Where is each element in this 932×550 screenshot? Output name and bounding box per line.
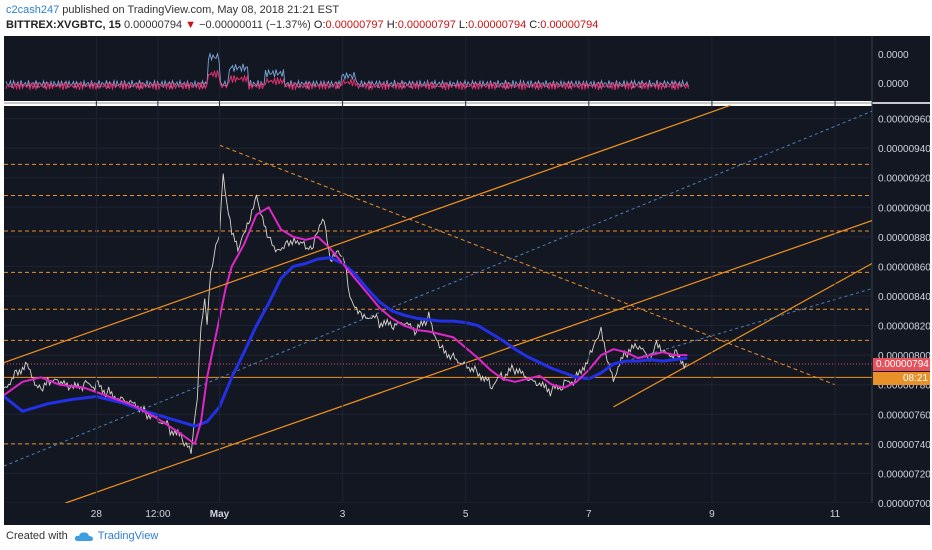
cloud-icon (74, 531, 93, 541)
trendline-blue_dashed (4, 110, 872, 467)
low-label: L: (458, 19, 469, 31)
time-axis-bg (4, 503, 930, 525)
y-tick-label: 0.00000880 (878, 233, 931, 244)
y-tick-label: 0.00000760 (878, 410, 931, 421)
brand-name: TradingView (97, 530, 159, 542)
y-tick-label: 0.00000720 (878, 469, 931, 480)
open-label: O: (313, 19, 326, 31)
x-tick-label: 11 (830, 509, 841, 520)
price-axis-bg (872, 36, 930, 503)
main-plot-layer (4, 110, 872, 503)
price-change: −0.00000011 (−1.37%) (199, 19, 311, 31)
close-value: 0.00000794 (540, 19, 599, 31)
x-tick-label: 7 (586, 509, 592, 520)
x-tick-label: 9 (709, 509, 715, 520)
tradingview-brand[interactable]: TradingView (74, 530, 159, 542)
y-tick-label: 0.00000920 (878, 174, 931, 185)
indicator-pink-line (5, 70, 689, 92)
y-tick-label: 0.00000780 (878, 381, 931, 392)
x-tick-label: 28 (91, 509, 103, 520)
y-tick-label: 0.00000800 (878, 351, 931, 362)
countdown-tag: 08:21 (873, 372, 930, 385)
indicator-tick-label: 0.0000 (878, 50, 909, 61)
x-tick-label: 3 (340, 509, 346, 520)
y-tick-label: 0.00000840 (878, 292, 931, 303)
x-tick-label: 12:00 (145, 509, 170, 520)
last-price: 0.00000794 (123, 19, 183, 31)
created-with-text: Created with (6, 530, 68, 542)
published-text: published on TradingView.com, May 08, 20… (59, 4, 340, 16)
x-tick-label: 5 (463, 509, 469, 520)
symbol-line: BITTREX:XVGBTC, 15 0.00000794 ▼ −0.00000… (6, 19, 598, 31)
footer: Created with TradingView (6, 530, 158, 542)
sma-fast-line (4, 206, 688, 445)
trendline-blue_dashed (625, 288, 872, 362)
y-tick-label: 0.00000900 (878, 203, 931, 214)
y-tick-label: 0.00000740 (878, 440, 931, 451)
open-value: 0.00000797 (325, 19, 384, 31)
y-tick-label: 0.00000820 (878, 322, 931, 333)
y-tick-label: 0.00000700 (878, 499, 931, 510)
author-link[interactable]: c2cash247 (6, 4, 60, 16)
close-label: C: (529, 19, 541, 31)
trendline-dashed (219, 144, 836, 386)
trendline-channel (65, 220, 872, 503)
low-value: 0.00000794 (468, 19, 527, 31)
main-pane-bg (4, 106, 872, 503)
down-arrow-icon: ▼ (185, 19, 197, 31)
indicator-blue-line (5, 51, 689, 90)
indicator-tick-label: 0.0000 (878, 79, 909, 90)
x-tick-label: May (210, 509, 230, 520)
high-value: 0.00000797 (397, 19, 456, 31)
y-tick-label: 0.00000860 (878, 262, 931, 273)
y-tick-label: 0.00000960 (878, 115, 931, 126)
high-label: H: (386, 19, 398, 31)
ticker-symbol: BITTREX:XVGBTC, 15 (6, 19, 121, 31)
y-tick-label: 0.00000940 (878, 144, 931, 155)
publish-line: c2cash247 published on TradingView.com, … (6, 4, 339, 16)
trendline-channel (613, 262, 872, 408)
indicator-pane-bg (4, 36, 872, 101)
trendline-channel (3, 104, 731, 364)
current-price-tag: 0.00000794 (873, 358, 930, 371)
